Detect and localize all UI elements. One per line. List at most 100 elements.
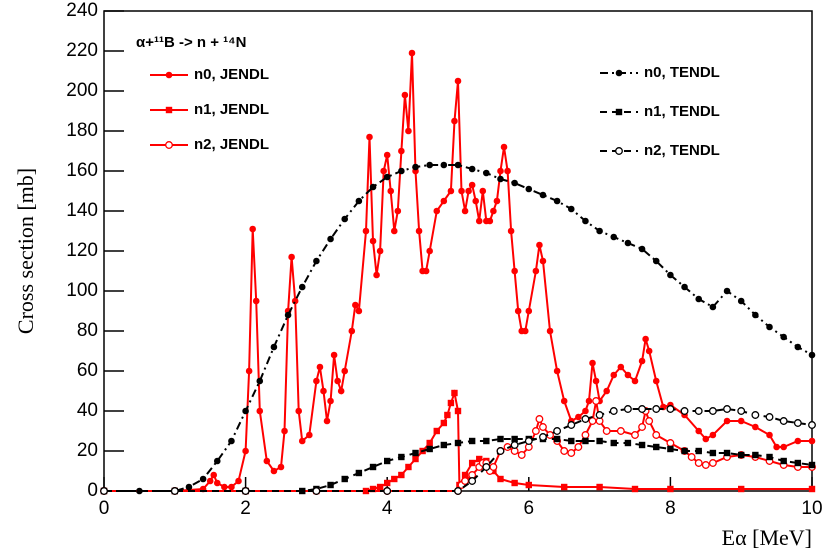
y-tick-label: 20 [77,440,98,461]
marker [794,343,802,351]
marker [779,417,788,425]
marker [694,407,703,415]
marker [380,167,387,175]
marker [270,467,278,475]
marker [687,453,696,461]
marker [596,483,603,491]
marker [581,415,590,423]
marker [702,435,710,443]
marker [582,217,589,225]
marker [210,471,218,479]
marker [497,175,504,183]
marker [497,435,504,443]
marker [482,463,491,471]
marker [405,463,412,471]
marker [384,479,391,487]
y-tick-label: 160 [66,160,98,181]
marker [794,437,802,445]
marker [327,481,334,489]
marker [681,283,688,291]
marker [752,451,759,459]
marker [531,427,540,435]
marker [206,477,214,485]
marker [536,241,543,249]
series-line [104,438,813,492]
marker [560,397,568,405]
marker [511,435,518,443]
marker [592,377,600,385]
marker [341,367,349,375]
marker [553,427,562,435]
marker [596,437,603,445]
marker [497,167,504,175]
marker [737,407,746,415]
marker [553,197,561,205]
marker [228,437,235,445]
marker [468,437,476,445]
y-tick-label: 240 [66,0,98,21]
marker [780,457,787,465]
marker [553,367,561,375]
marker [426,445,433,453]
marker [595,411,604,419]
marker [313,377,320,385]
marker [631,485,639,493]
marker [737,297,745,305]
marker [511,267,518,275]
marker [398,147,405,155]
marker [511,479,518,487]
marker [362,227,370,235]
marker [617,363,625,371]
marker [405,127,412,135]
marker [444,411,451,419]
marker [624,439,632,447]
marker [723,449,731,457]
marker [723,417,731,425]
marker [366,133,373,141]
marker [780,333,787,341]
marker [808,485,816,493]
marker [507,227,515,235]
marker [454,439,462,447]
marker [281,427,288,435]
marker [582,407,589,415]
marker [793,419,802,427]
marker [645,417,654,425]
x-tick-label: 2 [240,498,251,519]
marker [701,461,710,469]
marker [602,427,611,435]
marker [465,187,472,195]
marker [468,459,476,467]
marker [100,487,108,495]
marker [440,161,448,169]
marker [723,405,731,413]
marker [426,247,433,255]
marker [412,449,419,457]
marker [390,227,398,235]
marker [610,439,617,447]
y-tick-label: 80 [77,320,98,341]
x-tick-label: 10 [801,498,822,519]
x-tick-label: 8 [665,498,676,519]
marker [242,407,249,415]
marker [638,405,647,413]
marker [383,173,391,181]
marker [773,443,780,451]
marker [235,477,242,485]
legend-label: n2, JENDL [194,136,269,153]
marker [486,217,494,225]
marker [596,227,603,235]
marker [610,371,618,379]
marker [383,487,392,495]
x-axis-label: Eα [MeV] [722,525,812,550]
marker [511,179,518,187]
marker [483,169,490,177]
marker [454,77,462,85]
marker [766,453,773,461]
marker [695,427,703,435]
marker [567,205,575,213]
marker [422,267,430,275]
marker [461,207,469,215]
marker [440,419,448,427]
marker [638,357,646,365]
